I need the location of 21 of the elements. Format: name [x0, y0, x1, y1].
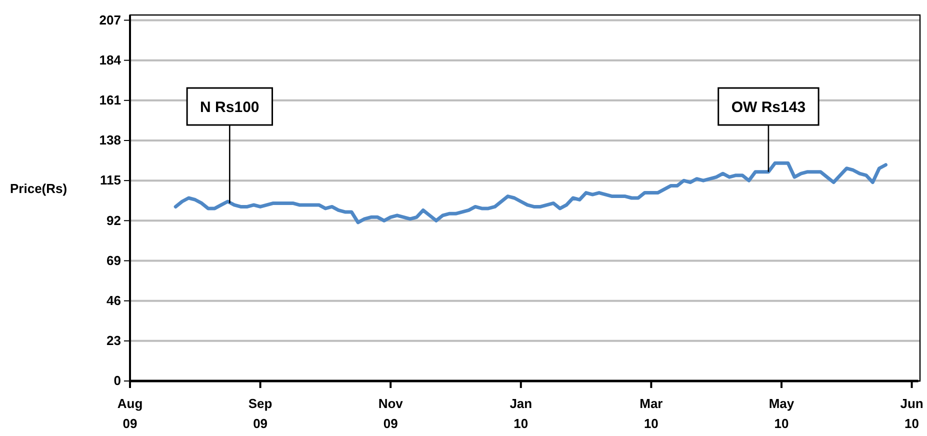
- x-tick-label: Aug 09: [117, 396, 143, 431]
- y-tick-label: 92: [106, 212, 121, 228]
- annotation: OW Rs143: [731, 99, 806, 116]
- y-tick-label: 161: [99, 92, 121, 108]
- y-tick-label: 23: [106, 333, 121, 348]
- y-tick-label: 207: [99, 12, 121, 28]
- y-axis-title: Price(Rs): [10, 180, 68, 196]
- x-tick-label: Jan 10: [510, 396, 532, 431]
- y-tick-label: 69: [106, 252, 121, 268]
- y-tick-label: 115: [100, 172, 121, 188]
- x-tick-label: May 10: [768, 396, 795, 431]
- line-series: [174, 161, 888, 224]
- x-tick-label: Sep 09: [248, 396, 272, 431]
- annotation: N Rs100: [200, 99, 260, 116]
- x-tick-label: Mar 10: [640, 396, 663, 431]
- y-tick-label: 138: [99, 132, 121, 148]
- x-tick-label: Nov 09: [378, 396, 404, 431]
- y-tick-label: 184: [99, 52, 122, 68]
- x-tick-label: Jun 10: [900, 396, 924, 431]
- y-tick-label: 0: [114, 373, 121, 388]
- y-tick-label: 46: [106, 292, 121, 308]
